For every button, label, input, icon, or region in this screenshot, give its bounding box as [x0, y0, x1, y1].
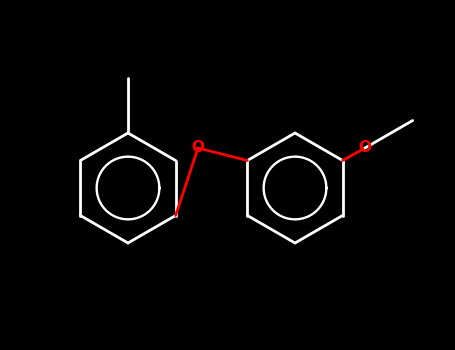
Text: O: O [359, 140, 371, 155]
Text: O: O [192, 140, 204, 155]
